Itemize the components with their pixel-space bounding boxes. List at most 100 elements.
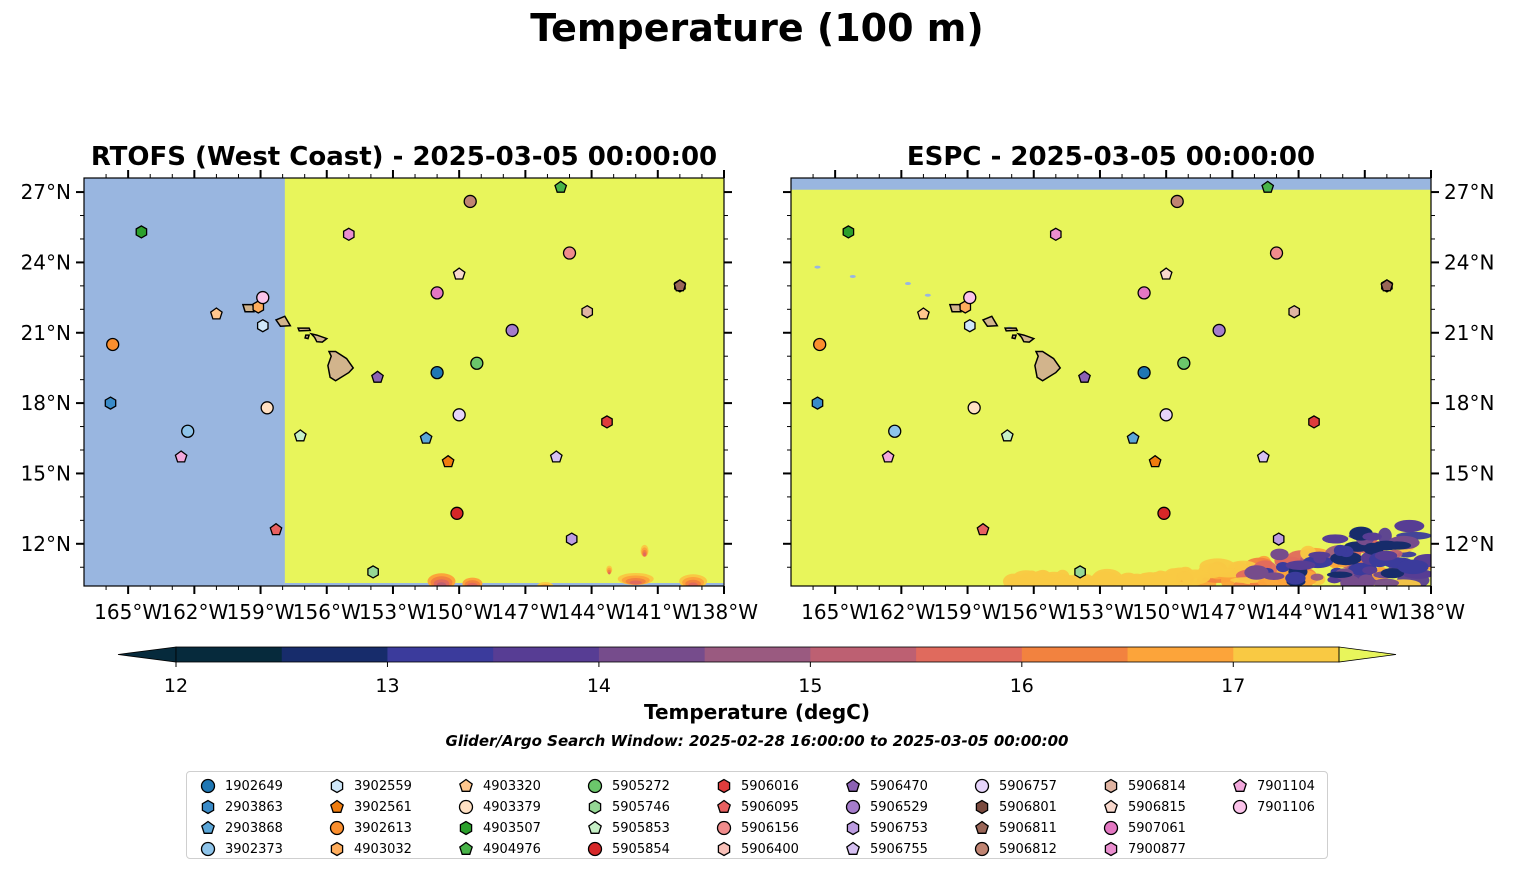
float-marker-5905854 — [587, 841, 603, 857]
legend-item-5906529: 5906529 — [844, 797, 928, 817]
x-tick-label: 138°W — [1397, 600, 1465, 624]
colorbar-segment — [704, 647, 811, 662]
warm-patch — [643, 552, 646, 557]
colorbar-segment — [1127, 647, 1234, 662]
no-data-strip — [284, 583, 724, 586]
y-tick-label: 15°N — [21, 461, 71, 485]
float-marker-4903507 — [842, 225, 855, 239]
colorbar-tick-label: 12 — [164, 675, 188, 697]
float-marker-3902561 — [441, 454, 455, 468]
temperature-patch — [1380, 568, 1405, 579]
legend-marker-icon — [846, 820, 860, 836]
y-tick-label: 27°N — [21, 180, 71, 204]
float-marker-3902559 — [330, 778, 344, 794]
legend-label: 5906470 — [870, 778, 928, 794]
temperature-patch — [1394, 519, 1425, 533]
legend-label: 3902561 — [354, 799, 412, 815]
float-marker-5906757 — [1159, 408, 1173, 422]
temperature-patch — [1257, 577, 1286, 586]
colorbar-tick-label: 13 — [375, 675, 399, 697]
legend-item-4904976: 4904976 — [457, 839, 541, 859]
float-marker-5906529 — [1212, 323, 1226, 338]
temperature-patch — [1244, 565, 1269, 580]
temperature-patch — [1056, 576, 1073, 585]
temperature-field — [791, 178, 1431, 586]
float-marker-2903863 — [104, 396, 117, 410]
temperature-patch — [1397, 559, 1429, 575]
legend-item-5905746: 5905746 — [586, 797, 670, 817]
legend-marker-icon — [974, 778, 990, 794]
float-marker-5906016 — [1308, 415, 1320, 429]
legend-item-7901104: 7901104 — [1231, 776, 1315, 796]
float-marker-5906814 — [581, 304, 594, 319]
colorbar-segment — [598, 647, 706, 662]
legend-item-5906811: 5906811 — [973, 818, 1057, 838]
float-marker-4904976 — [459, 841, 473, 855]
y-tick-label: 21°N — [1444, 321, 1494, 345]
float-marker-5906815 — [452, 267, 466, 280]
float-marker-5906095 — [976, 522, 990, 536]
float-marker-4903379 — [967, 401, 981, 415]
float-marker-3902373 — [181, 424, 195, 438]
colorbar-segment — [281, 647, 388, 662]
legend-label: 5906757 — [999, 778, 1057, 794]
x-tick-label: 141°W — [624, 600, 692, 624]
island — [981, 315, 999, 327]
float-marker-5906095 — [717, 799, 731, 813]
temperature-patch — [1333, 544, 1347, 557]
map-panel-rtofs: 165°W162°W159°W156°W153°W150°W147°W144°W… — [21, 170, 758, 624]
legend-marker-icon — [1104, 778, 1118, 794]
legend-item-7900877: 7900877 — [1102, 839, 1186, 859]
legend-item-7901106: 7901106 — [1231, 797, 1315, 817]
legend-label: 2903863 — [225, 799, 283, 815]
float-marker-1902649 — [1137, 365, 1151, 380]
colorbar-segment — [1021, 647, 1129, 662]
float-marker-7901106 — [256, 290, 270, 305]
colorbar-extend-min — [117, 646, 177, 663]
x-tick-label: 156°W — [1000, 600, 1068, 624]
x-tick-label: 138°W — [690, 600, 758, 624]
temperature-patch — [1199, 558, 1236, 575]
float-marker-5906095 — [269, 522, 283, 536]
float-marker-3902373 — [888, 424, 902, 438]
legend-marker-icon — [975, 799, 989, 815]
float-marker-4904976 — [1261, 180, 1275, 193]
float-marker-5906811 — [1380, 279, 1394, 292]
temperature-patch — [1372, 540, 1400, 551]
legend-marker-icon — [588, 799, 602, 815]
float-marker-5905272 — [470, 356, 484, 370]
float-marker-5906755 — [1256, 450, 1270, 463]
colorbar-tick-label: 16 — [1010, 675, 1034, 697]
float-legend: 1902649 2903863 2903868 3902373 3902559 39025… — [186, 771, 1328, 859]
legend-label: 7901106 — [1257, 799, 1315, 815]
legend-marker-icon — [459, 820, 473, 836]
legend-marker-icon — [587, 841, 603, 857]
legend-marker-icon — [846, 841, 860, 855]
island — [304, 334, 311, 340]
temperature-patch — [1077, 579, 1107, 586]
figure-title: Temperature (100 m) — [530, 6, 984, 50]
search-window-text: Glider/Argo Search Window: 2025-02-28 16… — [445, 732, 1069, 750]
x-tick-label: 150°W — [425, 600, 493, 624]
legend-item-5907061: 5907061 — [1102, 818, 1186, 838]
legend-marker-icon — [716, 820, 732, 836]
temperature-patch — [1326, 571, 1353, 578]
float-marker-5906470 — [371, 370, 384, 383]
float-marker-5906812 — [1170, 194, 1184, 209]
island — [296, 327, 312, 332]
float-marker-4903379 — [458, 799, 474, 815]
colorbar: 12 13 14 15 16 17 — [117, 646, 1397, 697]
legend-label: 4903507 — [483, 820, 541, 836]
float-marker-5906812 — [463, 194, 477, 209]
float-marker-5907061 — [430, 286, 444, 300]
legend-marker-icon — [1233, 778, 1247, 792]
y-tick-label: 15°N — [1444, 461, 1494, 485]
x-tick-label: 144°W — [558, 600, 626, 624]
legend-item-3902561: 3902561 — [328, 797, 412, 817]
legend-item-4903507: 4903507 — [457, 818, 541, 838]
legend-item-5905272: 5905272 — [586, 776, 670, 796]
legend-label: 5906814 — [1128, 778, 1186, 794]
float-marker-1902649 — [200, 778, 216, 794]
legend-label: 5906400 — [741, 841, 799, 857]
legend-marker-icon — [329, 820, 345, 836]
